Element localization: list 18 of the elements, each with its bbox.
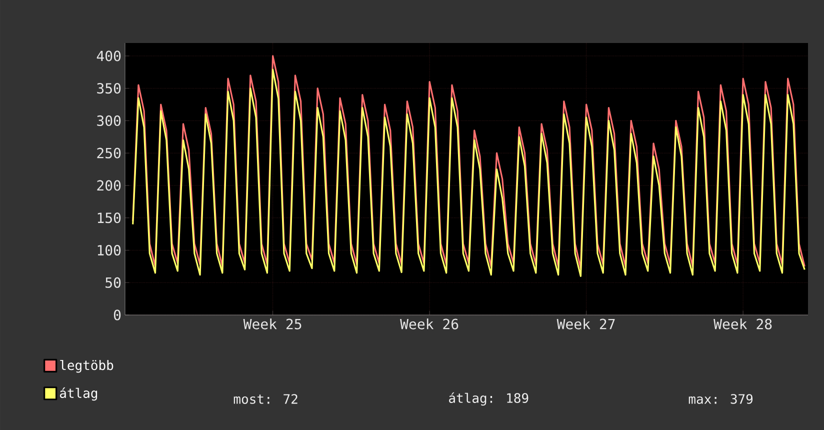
y-tick-label: 300 (97, 115, 121, 126)
y-tick-label: 250 (97, 148, 121, 158)
text: most: 72 (234, 394, 298, 404)
legend-label: átlag (60, 387, 98, 401)
y-tick-label: 50 (106, 277, 121, 288)
y-tick-label: 400 (96, 50, 121, 62)
y-tick-label: 100 (98, 244, 121, 256)
y-tick-label: 350 (97, 83, 121, 94)
y-tick-label: 0 (114, 310, 121, 320)
legend-label: legtöbb (60, 360, 114, 373)
x-tick-label: Week 27 (556, 318, 615, 330)
y-tick-label: 200 (97, 180, 121, 191)
x-tick-label: Week 25 (243, 318, 302, 330)
text: átlag: 189 (449, 392, 528, 406)
y-tick-label: 150 (98, 212, 121, 224)
x-tick-label: Week 28 (714, 318, 772, 330)
text: max: 379 (688, 394, 753, 404)
x-tick-label: Week 26 (400, 318, 458, 330)
